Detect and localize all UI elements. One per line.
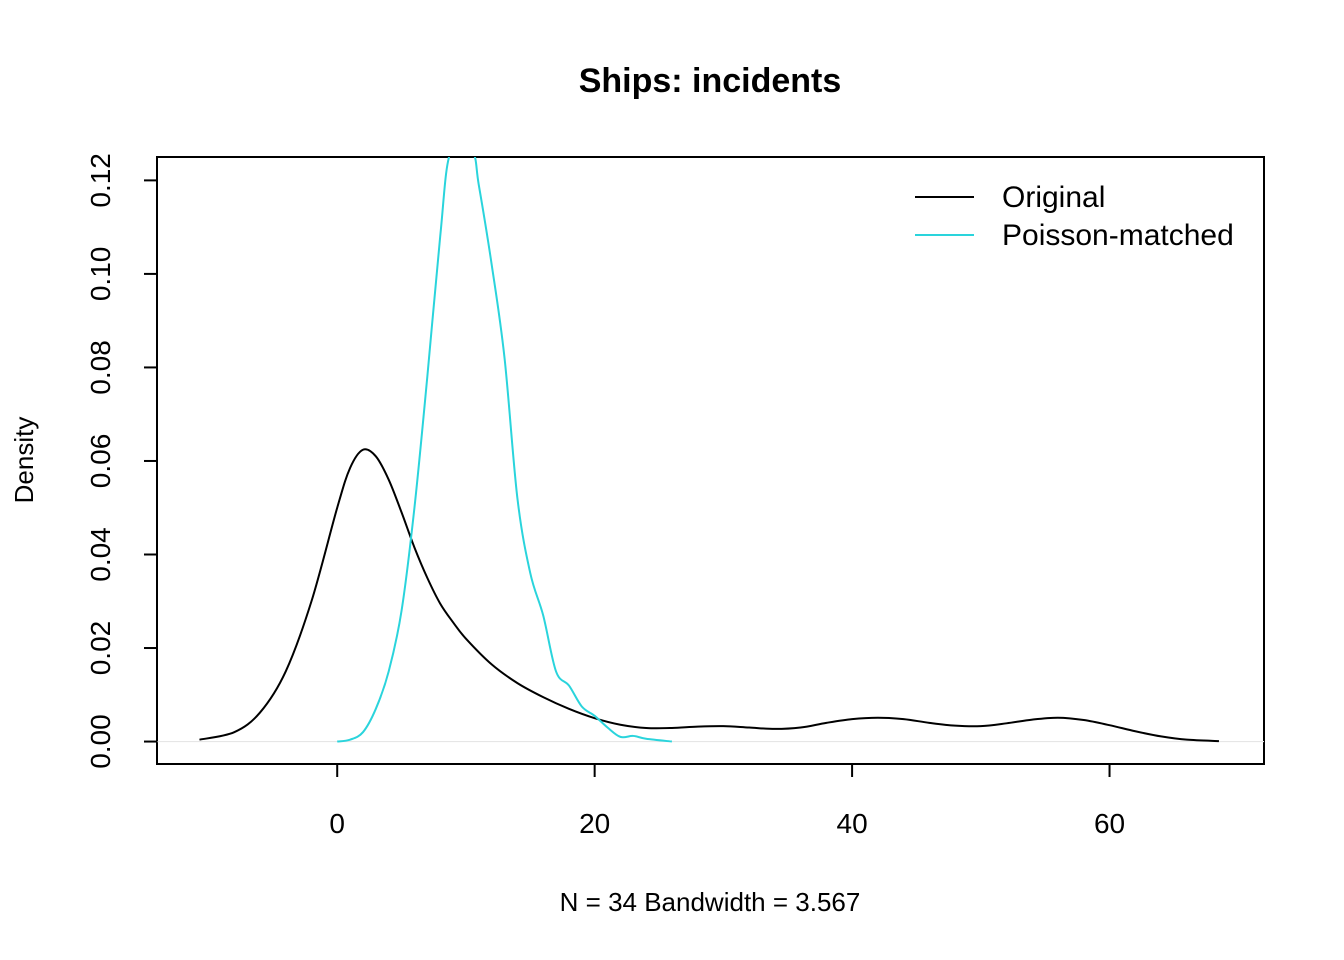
legend: Original Poisson-matched (915, 181, 1234, 252)
y-axis: 0.00 0.02 0.04 0.06 0.08 0.10 0.12 (85, 153, 158, 769)
chart-title: Ships: incidents (579, 62, 842, 100)
x-tick-label: 60 (1094, 808, 1125, 839)
y-tick-label: 0.06 (85, 434, 116, 489)
legend-label-poisson-matched: Poisson-matched (1002, 219, 1234, 252)
legend-label-original: Original (1002, 181, 1105, 214)
series-line-poisson-matched (337, 157, 672, 743)
x-tick-label: 0 (329, 808, 345, 839)
x-axis-label: N = 34 Bandwidth = 3.567 (560, 887, 861, 917)
y-tick-label: 0.04 (85, 527, 116, 582)
x-tick-label: 40 (837, 808, 868, 839)
y-tick-label: 0.10 (85, 247, 116, 302)
y-tick-label: 0.12 (85, 153, 116, 208)
x-tick-label: 20 (579, 808, 610, 839)
y-tick-label: 0.02 (85, 621, 116, 676)
series-line-original (199, 448, 1219, 743)
series-layer (199, 157, 1219, 743)
y-tick-label: 0.08 (85, 340, 116, 395)
y-axis-label: Density (9, 417, 39, 504)
y-tick-label: 0.00 (85, 714, 116, 769)
x-axis: 0 20 40 60 (329, 763, 1125, 839)
